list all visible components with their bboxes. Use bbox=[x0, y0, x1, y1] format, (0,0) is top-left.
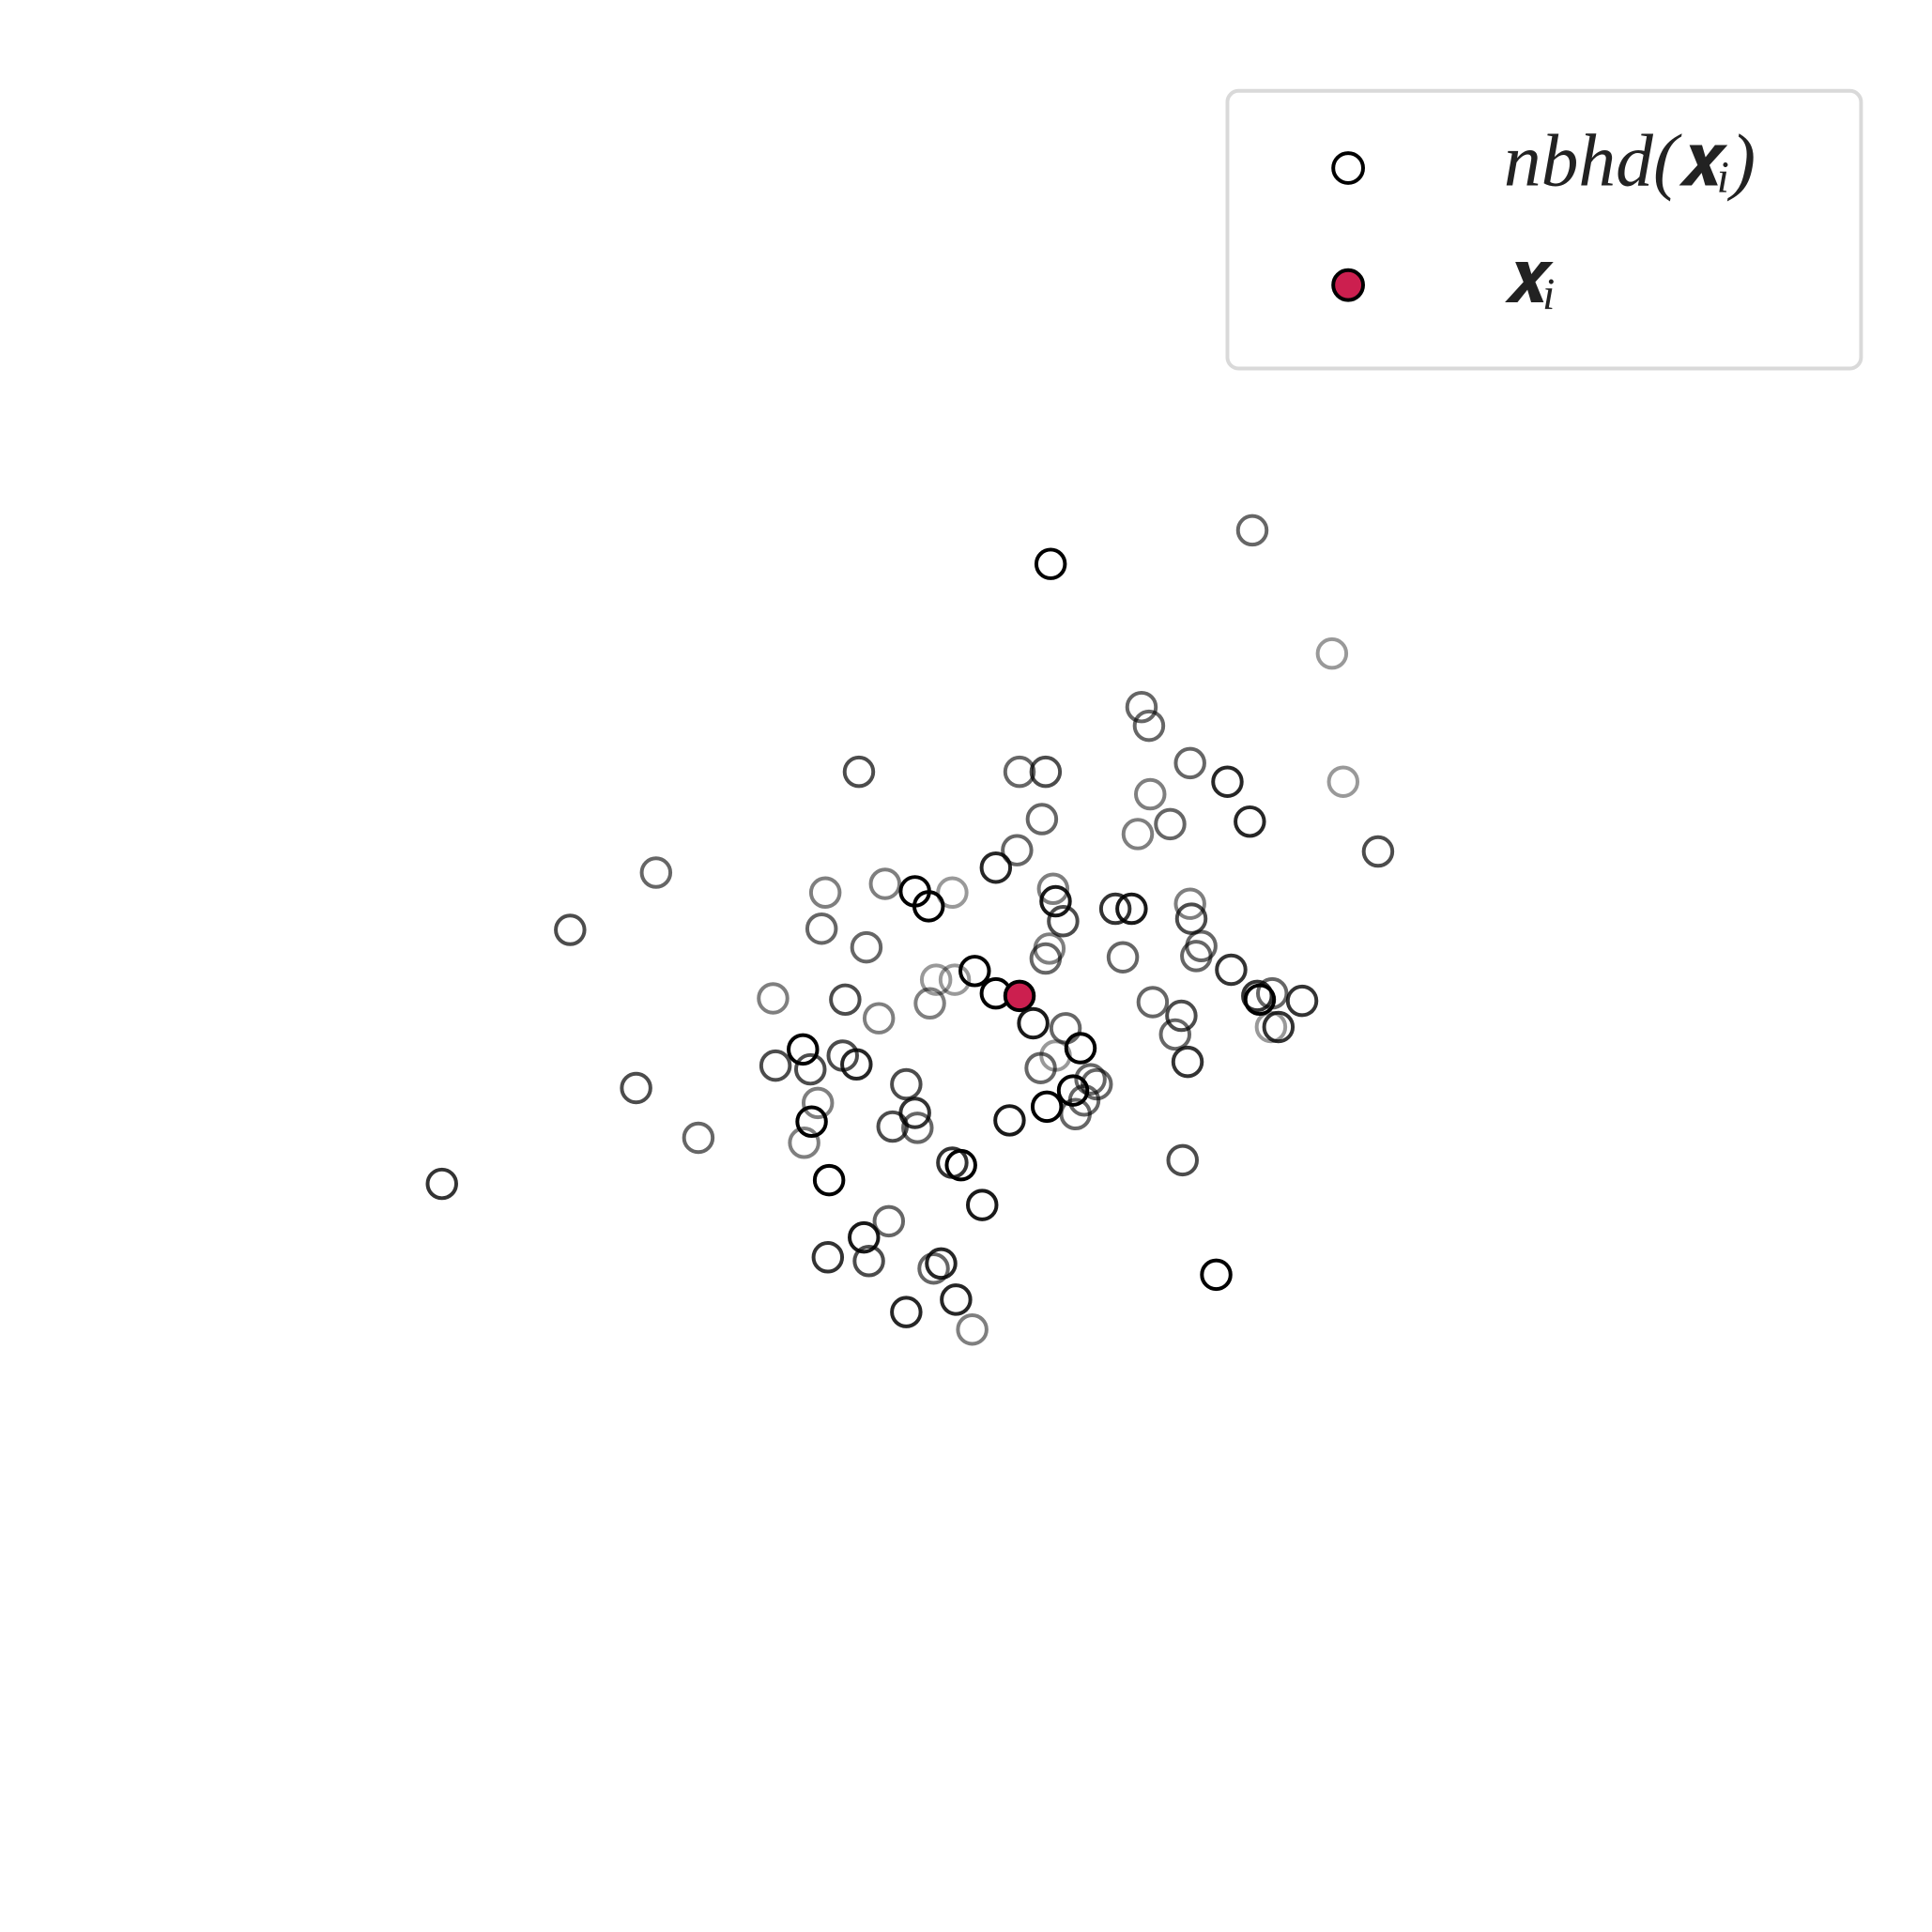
scatter-point bbox=[852, 1245, 885, 1278]
scatter-point bbox=[1243, 983, 1277, 1017]
scatter-point bbox=[1003, 755, 1036, 789]
scatter-point bbox=[1174, 902, 1208, 935]
scatter-point bbox=[940, 1283, 973, 1316]
scatter-point bbox=[1200, 1258, 1233, 1292]
scatter-point bbox=[1241, 979, 1274, 1013]
scatter-point bbox=[868, 867, 902, 900]
scatter-point bbox=[1098, 892, 1132, 926]
legend-marker bbox=[1331, 268, 1365, 302]
scatter-point bbox=[1074, 1063, 1107, 1096]
scatter-point bbox=[1215, 953, 1248, 987]
scatter-point bbox=[1029, 942, 1063, 975]
scatter-point bbox=[1115, 892, 1148, 926]
scatter-point bbox=[1017, 1006, 1050, 1040]
scatter-point bbox=[1029, 755, 1063, 789]
scatter-point bbox=[1234, 805, 1266, 838]
scatter-point bbox=[759, 1049, 792, 1082]
scatter-point bbox=[829, 983, 862, 1017]
scatter-point bbox=[1132, 709, 1166, 743]
scatter-point bbox=[1064, 1032, 1097, 1065]
scatter-point bbox=[1173, 746, 1206, 780]
scatter-point bbox=[872, 1204, 906, 1238]
scatter-point bbox=[979, 851, 1013, 884]
scatter-point bbox=[1125, 690, 1158, 724]
scatter-point bbox=[958, 955, 991, 988]
scatter-point bbox=[938, 963, 972, 996]
scatter-point bbox=[812, 1163, 846, 1197]
scatter-point bbox=[1036, 872, 1070, 906]
scatter-point bbox=[1171, 1045, 1204, 1079]
scatter-point bbox=[811, 1241, 845, 1274]
scatter-point bbox=[956, 1312, 989, 1346]
legend-label: 𝐱ᵢ bbox=[1504, 237, 1556, 319]
scatter-point bbox=[913, 987, 946, 1020]
scatter-point bbox=[1180, 940, 1213, 973]
legend-marker bbox=[1331, 151, 1365, 185]
scatter-point bbox=[1025, 803, 1059, 836]
scatter-point bbox=[1121, 818, 1155, 851]
scatter-point bbox=[1165, 999, 1198, 1033]
scatter-point bbox=[1003, 979, 1036, 1013]
scatter-point bbox=[788, 1127, 820, 1159]
scatter-point bbox=[1059, 1097, 1092, 1131]
scatter-point bbox=[966, 1188, 999, 1221]
scatter-point bbox=[1211, 765, 1244, 798]
scatter-point bbox=[1034, 547, 1067, 580]
scatter-point bbox=[840, 1048, 873, 1081]
scatter-point bbox=[912, 890, 945, 923]
scatter-point bbox=[801, 1086, 835, 1120]
scatter-point bbox=[1173, 887, 1206, 920]
scatter-point bbox=[1154, 807, 1187, 841]
scatter-point bbox=[757, 982, 790, 1015]
scatter-point bbox=[901, 1112, 934, 1144]
scatter-point bbox=[1039, 884, 1072, 918]
scatter-point bbox=[890, 1067, 923, 1101]
scatter-point bbox=[425, 1167, 458, 1201]
scatter-point bbox=[917, 1251, 950, 1285]
scatter-point bbox=[620, 1071, 652, 1105]
scatter-point bbox=[554, 913, 587, 946]
scatter-point bbox=[1134, 777, 1167, 811]
scatter-point bbox=[787, 1033, 820, 1066]
scatter-point bbox=[682, 1121, 715, 1155]
scatter-point bbox=[936, 876, 969, 910]
scatter-point bbox=[890, 1296, 923, 1328]
scatter-point bbox=[1235, 514, 1269, 547]
scatter-point bbox=[1262, 1010, 1296, 1044]
scatter-point bbox=[1024, 1051, 1057, 1084]
scatter-point bbox=[1166, 1143, 1199, 1177]
scatter-point bbox=[842, 755, 876, 789]
scatter-point bbox=[805, 912, 838, 945]
scatter-point bbox=[993, 1104, 1026, 1137]
scatter-point bbox=[919, 963, 953, 996]
scatter-point bbox=[808, 876, 842, 910]
scatter-point bbox=[1049, 1012, 1082, 1045]
scatter-point bbox=[925, 1247, 958, 1280]
scatter-point bbox=[944, 1148, 977, 1182]
scatter-point bbox=[1361, 835, 1395, 868]
scatter-point bbox=[848, 1220, 881, 1254]
scatter-point bbox=[1030, 1090, 1064, 1124]
scatter-point bbox=[1136, 986, 1170, 1019]
scatter-point bbox=[1001, 834, 1034, 866]
scatter-point bbox=[862, 1002, 896, 1035]
scatter-point bbox=[850, 930, 883, 964]
scatter-point bbox=[794, 1052, 827, 1086]
scatter-point bbox=[1047, 905, 1080, 938]
scatter-point bbox=[1326, 765, 1360, 798]
scatter-point bbox=[1158, 1018, 1192, 1051]
scatter-point bbox=[1315, 636, 1349, 670]
legend-box bbox=[1225, 88, 1863, 371]
scatter-point bbox=[876, 1110, 910, 1143]
scatter-point bbox=[639, 856, 673, 889]
legend-label: nbhd(𝐱ᵢ) bbox=[1504, 119, 1756, 202]
scatter-point bbox=[1285, 984, 1319, 1018]
scatter-point bbox=[1056, 1074, 1090, 1107]
scatter-point bbox=[1106, 941, 1140, 974]
scatter-point bbox=[795, 1105, 828, 1138]
